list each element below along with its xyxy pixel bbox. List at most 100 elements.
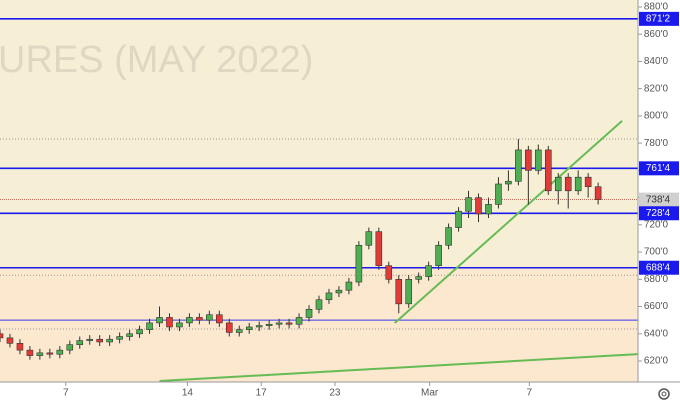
candle-body	[455, 210, 462, 228]
plot-area	[0, 0, 639, 383]
candle-body	[86, 338, 94, 341]
candle-body	[0, 333, 4, 339]
candle-body	[255, 325, 263, 328]
candle-body	[305, 308, 313, 318]
y-tick-label: 780'0	[644, 138, 669, 149]
candle-body	[26, 349, 34, 356]
candle-body	[475, 197, 482, 215]
candle-body	[56, 349, 64, 355]
trendline	[159, 353, 639, 383]
candle-body	[515, 149, 522, 182]
candle-body	[146, 322, 153, 331]
y-tick-label: 800'0	[644, 111, 669, 122]
candle-body	[116, 336, 123, 340]
candle-body	[245, 326, 253, 331]
candle-body	[126, 333, 133, 337]
watermark: URES (MAY 2022)	[0, 39, 313, 81]
candle-body	[425, 265, 432, 277]
candle-body	[6, 337, 14, 344]
candle-body	[335, 289, 343, 294]
y-tick-label: 700'0	[644, 247, 669, 258]
x-tick-label: 7	[63, 388, 69, 399]
candle-body	[325, 292, 333, 301]
candle-body	[495, 183, 502, 205]
candle-body	[525, 149, 532, 171]
y-tick-label: 660'0	[644, 301, 669, 312]
candle-body	[465, 197, 472, 212]
candle-body	[594, 186, 602, 200]
candle-body	[206, 314, 213, 321]
x-tick-label: Mar	[421, 388, 439, 399]
candle-body	[295, 317, 303, 325]
y-tick-label: 620'0	[644, 356, 669, 367]
candle-body	[46, 352, 54, 355]
candle-body	[415, 276, 422, 280]
candle-body	[275, 322, 283, 325]
x-tick-label: 23	[329, 388, 341, 399]
candle-body	[216, 314, 223, 324]
candle-body	[76, 340, 84, 345]
level-box	[639, 161, 679, 176]
y-tick-label: 720'0	[644, 219, 669, 230]
x-tick-label: 14	[182, 388, 194, 399]
candle-body	[485, 204, 492, 215]
band-lower	[0, 267, 638, 382]
candle-body	[315, 299, 323, 310]
candle-body	[106, 338, 113, 343]
candle-body	[544, 149, 552, 192]
y-tick-label: 680'0	[644, 274, 669, 285]
gear[interactable]	[658, 388, 670, 400]
candle-body	[186, 317, 193, 324]
candle-body	[445, 227, 452, 246]
candle-body	[564, 176, 572, 192]
candle-body	[16, 343, 24, 351]
trendline	[394, 120, 623, 324]
candle-body	[395, 279, 403, 305]
gear-center[interactable]	[661, 391, 667, 397]
overlay: 620'0640'0660'0680'0700'0720'0740'0760'0…	[63, 2, 679, 399]
y-tick-label: 640'0	[644, 328, 669, 339]
candle-body	[574, 176, 582, 192]
x-tick-label: 17	[256, 388, 268, 399]
candle-body	[375, 231, 383, 266]
last-price-label: 738'4	[646, 194, 671, 205]
level-box	[639, 11, 679, 26]
band-upper	[0, 0, 638, 268]
candle-body	[345, 281, 353, 291]
candle-body	[225, 322, 233, 333]
candle-body	[435, 244, 442, 266]
level-box	[639, 206, 679, 221]
candle-body	[235, 329, 243, 333]
level-label: 688'4	[646, 262, 671, 273]
candle-body	[505, 180, 512, 185]
candle-body	[265, 323, 273, 326]
candle-body	[385, 265, 393, 280]
candle-body	[285, 322, 293, 325]
candle-body	[554, 176, 562, 192]
candle-body	[66, 344, 74, 351]
level-label: 761'4	[646, 163, 671, 174]
candle-body	[584, 176, 592, 188]
x-tick-label: 7	[527, 388, 533, 399]
y-tick-label: 840'0	[644, 56, 669, 67]
candle-body	[535, 149, 542, 171]
level-box	[639, 260, 679, 275]
last-price-box	[639, 192, 679, 207]
candle-body	[166, 317, 173, 328]
candle-body	[405, 279, 413, 305]
candle-body	[136, 329, 143, 335]
y-tick-label: 820'0	[644, 83, 669, 94]
level-label: 871'2	[646, 14, 671, 25]
settings-icon[interactable]	[658, 388, 670, 400]
candle-body	[355, 244, 363, 283]
y-tick-label: 880'0	[644, 2, 669, 13]
candle-body	[176, 322, 183, 328]
candle-body	[96, 338, 103, 343]
level-label: 728'4	[646, 208, 671, 219]
candle-body	[36, 352, 44, 356]
candle-body	[365, 231, 373, 246]
candle-body	[156, 317, 163, 324]
candle-body	[196, 317, 203, 321]
y-tick-label: 860'0	[644, 29, 669, 40]
